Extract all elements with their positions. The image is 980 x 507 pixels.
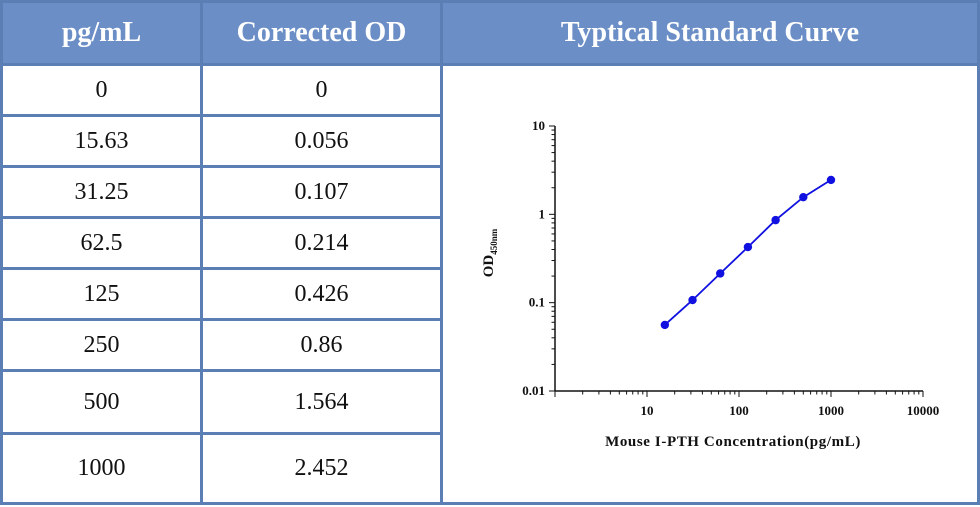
y-tick-label: 1 (539, 206, 546, 221)
data-point (660, 320, 670, 330)
cell-od: 0.86 (203, 321, 440, 369)
cell-od: 0.107 (203, 168, 440, 216)
cell-conc: 0 (3, 66, 200, 114)
y-axis-label-main: OD (481, 255, 497, 278)
data-point (743, 242, 753, 252)
svg-text:OD450nm: OD450nm (481, 228, 499, 277)
x-tick-label: 100 (729, 403, 749, 418)
x-tick-label: 1000 (818, 403, 844, 418)
cell-conc: 62.5 (3, 219, 200, 267)
x-tick-label: 10 (641, 403, 654, 418)
cell-od: 0.426 (203, 270, 440, 318)
data-point (771, 215, 780, 225)
header-concentration: pg/mL (3, 3, 200, 63)
standard-curve-chart: 10 100 1000 10000 0.01 0.1 1 10 Mouse I-PTH Con… (481, 118, 940, 450)
y-tick-label: 0.01 (522, 383, 545, 398)
cell-conc: 15.63 (3, 117, 200, 165)
cell-od: 0.056 (203, 117, 440, 165)
y-axis-label-sub: 450nm (489, 228, 499, 255)
cell-conc: 31.25 (3, 168, 200, 216)
cell-od: 0 (203, 66, 440, 114)
cell-conc: 500 (3, 372, 200, 432)
x-tick-label: 10000 (907, 403, 940, 418)
data-point (688, 295, 697, 305)
cell-od: 1.564 (203, 372, 440, 432)
y-tick-label: 0.1 (529, 295, 545, 310)
cell-conc: 250 (3, 321, 200, 369)
cell-od: 2.452 (203, 435, 440, 502)
cell-od: 0.214 (203, 219, 440, 267)
x-axis-label: Mouse I-PTH Concentration(pg/mL) (605, 434, 861, 450)
standard-curve-panel: 10 100 1000 10000 0.01 0.1 1 10 Mouse I-PTH Con… (443, 66, 977, 502)
cell-conc: 1000 (3, 435, 200, 502)
header-corrected-od: Corrected OD (203, 3, 440, 63)
data-point (716, 269, 725, 278)
y-axis-label: OD450nm (481, 228, 499, 277)
data-point (826, 175, 836, 185)
header-standard-curve: Typtical Standard Curve (443, 3, 977, 63)
data-point (799, 192, 808, 202)
cell-conc: 125 (3, 270, 200, 318)
y-tick-label: 10 (532, 118, 545, 133)
